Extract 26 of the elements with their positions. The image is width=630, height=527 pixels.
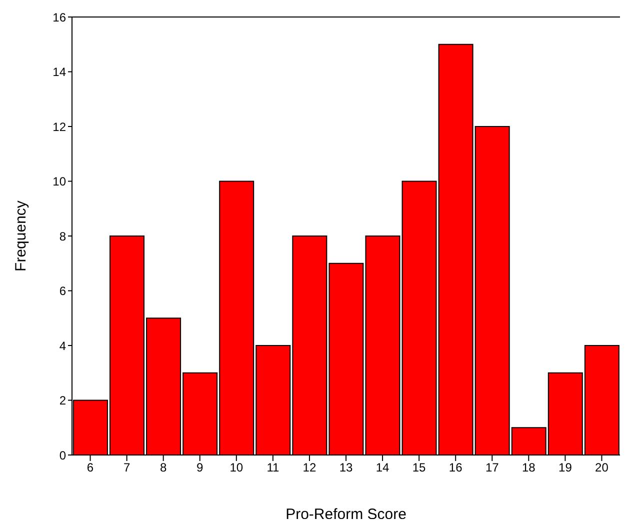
x-tick-label: 14	[376, 460, 390, 475]
x-tick-label: 7	[123, 460, 130, 475]
x-tick-label: 8	[160, 460, 167, 475]
x-tick-label: 18	[522, 460, 536, 475]
x-tick-label: 12	[302, 460, 316, 475]
y-axis-title: Frequency	[12, 200, 30, 272]
y-tick-label: 10	[52, 174, 66, 189]
x-tick-label: 11	[266, 460, 280, 475]
y-tick-label: 0	[59, 448, 66, 462]
x-axis-title: Pro-Reform Score	[286, 506, 406, 523]
x-tick-label: 9	[196, 460, 204, 475]
y-tick-label: 8	[59, 229, 66, 244]
y-tick-label: 14	[52, 65, 66, 80]
x-tick-label: 19	[558, 460, 572, 475]
y-tick-label: 16	[52, 10, 66, 24]
x-tick-label: 10	[230, 460, 244, 475]
y-tick-label: 12	[52, 120, 66, 134]
y-tick-label: 4	[59, 338, 66, 353]
x-tick-label: 17	[485, 460, 500, 475]
y-tick-label: 2	[59, 394, 66, 408]
x-tick-label: 15	[412, 460, 426, 475]
x-tick-label: 6	[86, 460, 94, 475]
y-tick-label: 6	[59, 284, 66, 298]
x-tick-label: 13	[339, 460, 353, 475]
x-tick-label: 16	[448, 460, 463, 475]
x-tick-label: 20	[595, 460, 609, 475]
